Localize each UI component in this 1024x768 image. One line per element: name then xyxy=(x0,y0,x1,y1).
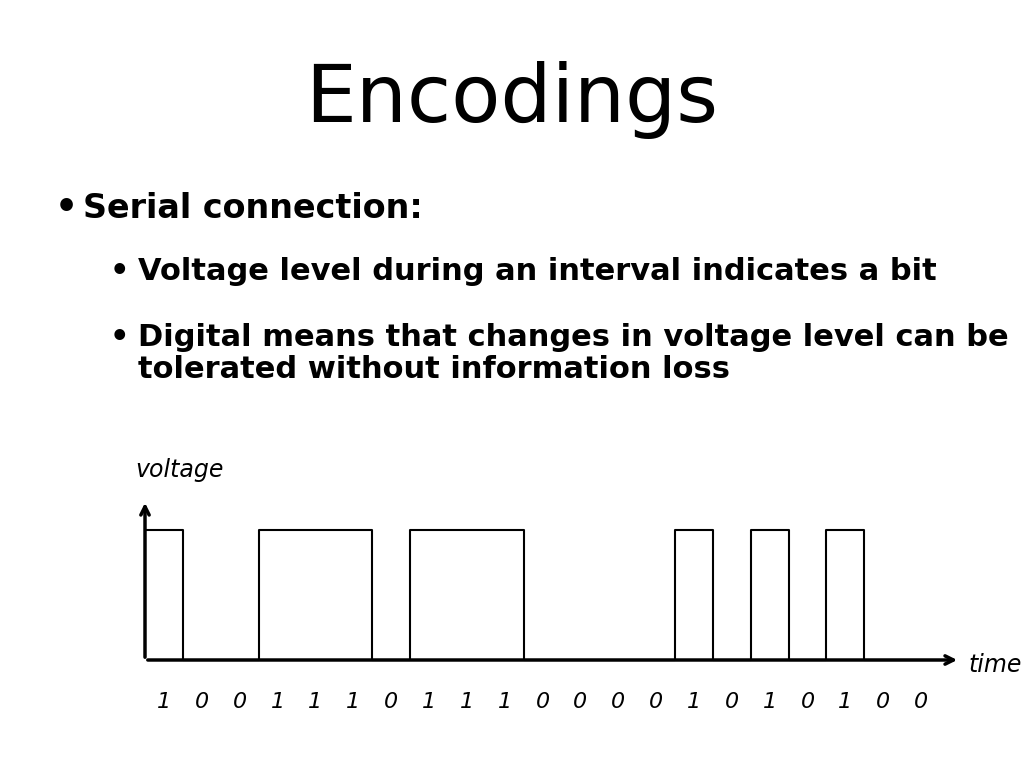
Text: 1: 1 xyxy=(346,692,360,712)
Text: 0: 0 xyxy=(611,692,626,712)
Text: Encodings: Encodings xyxy=(305,61,719,139)
Text: 1: 1 xyxy=(460,692,474,712)
Text: •: • xyxy=(110,323,129,353)
Text: 0: 0 xyxy=(384,692,398,712)
Text: 1: 1 xyxy=(422,692,436,712)
Text: 1: 1 xyxy=(270,692,285,712)
Text: 0: 0 xyxy=(914,692,928,712)
Text: 0: 0 xyxy=(801,692,814,712)
Text: 1: 1 xyxy=(763,692,777,712)
Text: tolerated without information loss: tolerated without information loss xyxy=(138,356,730,385)
Text: Digital means that changes in voltage level can be: Digital means that changes in voltage le… xyxy=(138,323,1009,353)
Text: •: • xyxy=(55,191,78,225)
Text: 0: 0 xyxy=(649,692,664,712)
Text: 1: 1 xyxy=(308,692,323,712)
Text: 0: 0 xyxy=(536,692,550,712)
Text: 0: 0 xyxy=(573,692,588,712)
Text: •: • xyxy=(110,257,129,286)
Text: time: time xyxy=(968,653,1021,677)
Text: 1: 1 xyxy=(157,692,171,712)
Text: Serial connection:: Serial connection: xyxy=(83,191,423,224)
Text: 1: 1 xyxy=(498,692,512,712)
Text: 0: 0 xyxy=(195,692,209,712)
Text: 1: 1 xyxy=(839,692,852,712)
Text: voltage: voltage xyxy=(135,458,223,482)
Text: Voltage level during an interval indicates a bit: Voltage level during an interval indicat… xyxy=(138,257,937,286)
Text: 0: 0 xyxy=(725,692,739,712)
Text: 1: 1 xyxy=(687,692,701,712)
Text: 0: 0 xyxy=(232,692,247,712)
Text: 0: 0 xyxy=(877,692,890,712)
